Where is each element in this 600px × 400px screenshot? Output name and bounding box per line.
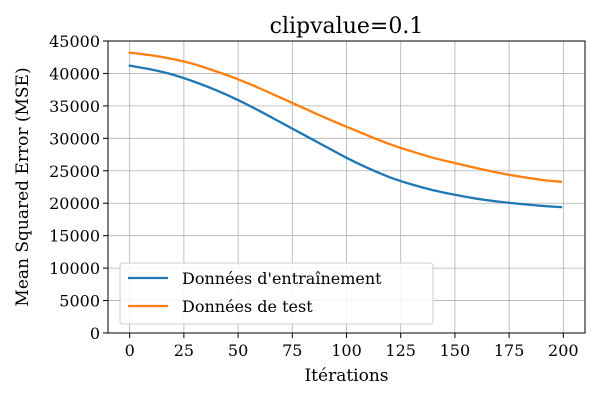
y-tick-label: 0 bbox=[90, 324, 100, 343]
y-tick-label: 10000 bbox=[49, 259, 100, 278]
y-axis-title: Mean Squared Error (MSE) bbox=[13, 67, 33, 306]
y-tick-label: 35000 bbox=[49, 97, 100, 116]
x-tick-label: 25 bbox=[174, 341, 194, 360]
x-tick-label: 0 bbox=[125, 341, 135, 360]
legend-label-1: Données d'entraînement bbox=[182, 269, 382, 288]
y-axis-ticks: 0 5000 10000 15000 20000 25000 30000 35000 40000… bbox=[49, 32, 108, 343]
x-tick-label: 75 bbox=[282, 341, 302, 360]
x-axis-title: Itérations bbox=[304, 366, 388, 386]
x-tick-label: 50 bbox=[228, 341, 248, 360]
series-line-1 bbox=[128, 64, 563, 209]
y-tick-label: 25000 bbox=[49, 162, 100, 181]
y-tick-label: 45000 bbox=[49, 32, 100, 51]
y-tick-label: 40000 bbox=[49, 64, 100, 83]
y-tick-label: 20000 bbox=[49, 194, 100, 213]
x-tick-label: 100 bbox=[331, 341, 362, 360]
x-axis-ticks: 0 25 50 75 100 125 150 175 200 bbox=[125, 333, 579, 360]
legend-label-2: Données de test bbox=[182, 297, 313, 316]
x-tick-label: 125 bbox=[385, 341, 416, 360]
legend-box bbox=[119, 262, 434, 325]
y-tick-label: 15000 bbox=[49, 227, 100, 246]
series-line-2 bbox=[128, 51, 563, 183]
chart-title: clipvalue=0.1 bbox=[270, 14, 424, 39]
series-lines bbox=[128, 51, 563, 209]
x-tick-label: 150 bbox=[440, 341, 471, 360]
y-tick-label: 5000 bbox=[59, 292, 100, 311]
y-tick-label: 30000 bbox=[49, 129, 100, 148]
x-tick-label: 200 bbox=[548, 341, 579, 360]
x-tick-label: 175 bbox=[494, 341, 525, 360]
legend: Données d'entraînement Données de test bbox=[119, 262, 434, 325]
